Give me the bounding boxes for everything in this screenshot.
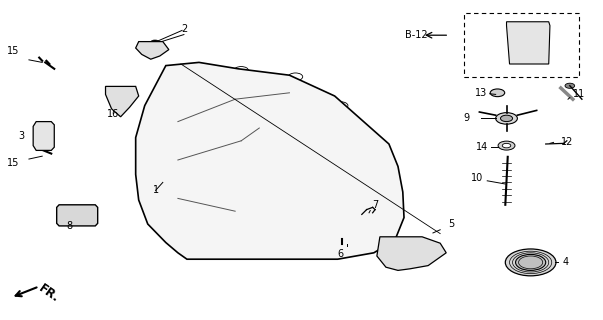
Circle shape — [379, 195, 393, 202]
Circle shape — [65, 209, 89, 222]
Circle shape — [361, 131, 375, 138]
Text: 1: 1 — [153, 185, 159, 196]
Bar — [464, 13, 579, 77]
Circle shape — [180, 227, 194, 234]
Text: 5: 5 — [448, 219, 454, 229]
Circle shape — [289, 147, 338, 173]
Text: 8: 8 — [66, 220, 72, 231]
Circle shape — [496, 113, 517, 124]
Circle shape — [123, 99, 130, 103]
Circle shape — [334, 240, 350, 248]
Text: 4: 4 — [563, 257, 569, 268]
Text: 2: 2 — [181, 24, 187, 34]
Circle shape — [177, 188, 191, 196]
Circle shape — [498, 141, 515, 150]
Circle shape — [165, 131, 179, 138]
Circle shape — [151, 40, 159, 44]
Text: 3: 3 — [18, 131, 24, 141]
Text: 15: 15 — [7, 158, 19, 168]
Text: FR.: FR. — [36, 282, 62, 305]
Text: 15: 15 — [7, 46, 19, 56]
Text: 9: 9 — [463, 113, 469, 123]
Text: 6: 6 — [338, 249, 344, 259]
Polygon shape — [106, 86, 139, 117]
Text: B-12: B-12 — [405, 29, 428, 40]
Text: 13: 13 — [475, 88, 487, 98]
Circle shape — [196, 96, 244, 122]
Circle shape — [315, 249, 330, 257]
Circle shape — [36, 132, 52, 140]
Polygon shape — [507, 22, 550, 64]
Text: 7: 7 — [372, 200, 378, 210]
Polygon shape — [33, 122, 54, 150]
Circle shape — [333, 102, 348, 109]
Circle shape — [181, 88, 259, 130]
Text: 12: 12 — [561, 137, 573, 148]
Circle shape — [373, 163, 387, 170]
Text: 14: 14 — [476, 142, 488, 152]
Text: 10: 10 — [472, 172, 484, 183]
Circle shape — [516, 254, 546, 270]
Circle shape — [500, 115, 513, 122]
Circle shape — [241, 122, 386, 198]
Circle shape — [265, 134, 362, 186]
Circle shape — [505, 249, 556, 276]
Text: 16: 16 — [107, 108, 119, 119]
Circle shape — [502, 143, 511, 148]
Circle shape — [565, 83, 575, 88]
Circle shape — [246, 249, 260, 257]
Circle shape — [490, 89, 505, 97]
Circle shape — [364, 230, 378, 237]
Circle shape — [71, 212, 83, 219]
Polygon shape — [57, 205, 98, 226]
Polygon shape — [136, 42, 169, 59]
Polygon shape — [136, 62, 404, 259]
Text: 11: 11 — [573, 89, 585, 100]
Circle shape — [516, 32, 540, 45]
Circle shape — [234, 67, 248, 74]
Circle shape — [288, 73, 303, 81]
Circle shape — [192, 76, 206, 84]
Polygon shape — [377, 237, 446, 270]
